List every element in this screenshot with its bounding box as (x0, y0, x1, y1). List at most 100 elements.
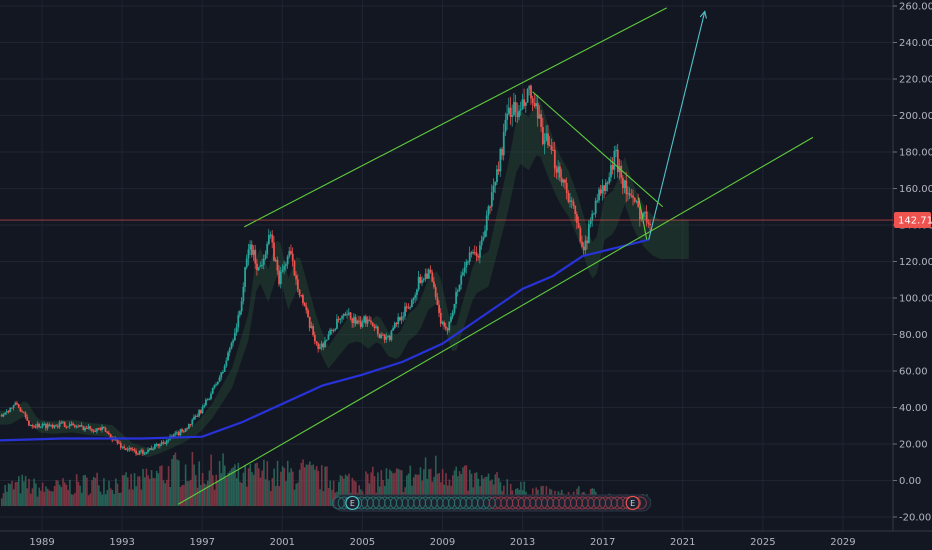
volume-bar (416, 474, 418, 507)
candle-body (332, 330, 335, 332)
candle-body (363, 316, 366, 323)
volume-bar (506, 479, 509, 507)
candle-body (247, 249, 250, 259)
candle-body (625, 180, 628, 195)
candle-body (12, 405, 15, 408)
volume-bar (377, 472, 379, 507)
volume-bar (69, 479, 71, 507)
candle-body (172, 434, 175, 437)
candle-body (252, 249, 255, 255)
volume-bar (458, 471, 461, 507)
volume-bar (28, 478, 30, 507)
candle-body (399, 317, 401, 321)
volume-bar (111, 490, 114, 507)
candle-body (594, 200, 597, 214)
candle-body (501, 149, 503, 156)
volume-bar (167, 466, 170, 507)
volume-bar (249, 464, 252, 507)
candle-body (159, 444, 161, 447)
candle-body (640, 217, 643, 220)
volume-bar (234, 464, 236, 507)
volume-bar (288, 472, 291, 507)
candle-body (424, 273, 427, 280)
candle-body (453, 303, 456, 313)
volume-bar (116, 483, 119, 507)
volume-bar (149, 478, 151, 507)
volume-bar (132, 489, 134, 507)
volume-bar (295, 483, 298, 507)
volume-bar (436, 473, 439, 507)
candle-body (181, 429, 184, 432)
candle-body (102, 426, 105, 429)
candle-body (407, 307, 410, 309)
candle-body (639, 206, 641, 220)
volume-bar (326, 466, 328, 507)
x-tick-label: 1989 (29, 537, 54, 548)
candle-body (19, 407, 22, 412)
volume-bar (462, 467, 464, 507)
candle-body (162, 442, 165, 444)
candle-body (22, 411, 25, 413)
candle-body (589, 220, 592, 224)
volume-bar (332, 480, 335, 507)
candle-body (468, 252, 471, 262)
volume-bar (259, 477, 262, 507)
volume-bar (429, 468, 432, 507)
candle-body (543, 140, 546, 145)
candle-body (228, 348, 231, 353)
candle-body (201, 406, 204, 414)
candle-body (518, 110, 520, 118)
candle-body (545, 133, 548, 141)
volume-bar (227, 472, 229, 507)
x-tick-label: 2005 (350, 537, 375, 548)
candle-body (45, 423, 47, 429)
candle-body (75, 426, 78, 428)
candle-body (215, 384, 218, 386)
volume-bar (494, 474, 497, 507)
candle-body (416, 289, 418, 296)
earnings-marker[interactable]: E (625, 495, 640, 511)
trend-drawings[interactable] (177, 7, 814, 505)
x-tick-label: 1997 (189, 537, 214, 548)
candle-body (385, 336, 388, 340)
candle-body (376, 326, 379, 334)
volume-bar (406, 475, 408, 507)
candle-body (194, 415, 197, 417)
volume-bar (80, 492, 83, 507)
candle-body (262, 258, 265, 265)
candle-body (2, 414, 5, 417)
volume-bar (465, 465, 468, 507)
candle-body (203, 405, 206, 407)
x-tick-label: 2029 (830, 537, 855, 548)
candle-body (268, 235, 270, 244)
y-tick-label: 180.00 (899, 148, 932, 159)
volume-bar (169, 486, 172, 507)
candle-body (499, 149, 502, 172)
candle-body (439, 312, 442, 324)
volume-bar (33, 478, 35, 507)
volume-bar (305, 464, 308, 507)
volume-bar (7, 483, 10, 507)
candle-body (56, 426, 59, 428)
candle-body (378, 333, 381, 339)
earnings-marker[interactable]: E (345, 495, 360, 511)
candle-body (502, 132, 505, 156)
volume-bar (445, 473, 447, 507)
candle-body (104, 428, 107, 432)
volume-bar (314, 469, 316, 507)
volume-bar (339, 475, 342, 507)
volume-bar (423, 469, 425, 507)
candle-body (565, 182, 568, 193)
candle-body (642, 213, 645, 218)
candle-body (245, 258, 248, 268)
candle-body (388, 335, 391, 340)
candle-body (235, 327, 238, 333)
candle-body (264, 254, 267, 259)
candle-body (101, 426, 104, 430)
candle-body (390, 330, 393, 340)
candle-body (604, 182, 607, 192)
candle-body (579, 227, 582, 242)
